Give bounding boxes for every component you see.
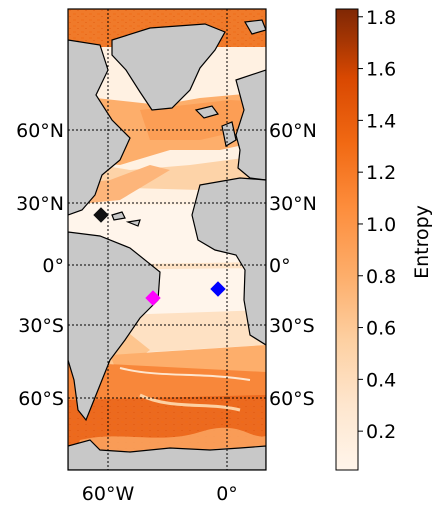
colorbar-tick-label: 1.8 (366, 7, 396, 29)
lat-label-right-60n: 60°N (269, 120, 317, 142)
lat-label-left-60s: 60°S (18, 388, 64, 410)
lat-label-right-60s: 60°S (269, 388, 315, 410)
colorbar-gradient (335, 8, 359, 471)
lat-label-left-30n: 30°N (16, 193, 64, 215)
magenta-diamond-marker (145, 290, 161, 306)
lat-label-left-eq: 0° (42, 255, 64, 277)
colorbar-tick-label: 0.2 (366, 421, 396, 443)
colorbar-label: Entropy (411, 205, 433, 279)
lat-label-left-30s: 30°S (18, 315, 64, 337)
colorbar-tick-label: 1.4 (366, 110, 396, 132)
colorbar-tick-label: 0.8 (366, 266, 396, 288)
antarctica (68, 439, 266, 470)
colorbar-tick-label: 0.6 (366, 318, 396, 340)
colorbar-tick-label: 0.4 (366, 369, 396, 391)
greenland (111, 23, 226, 111)
blue-diamond-marker (210, 281, 226, 297)
colorbar-ticks: 0.2 0.4 0.6 0.8 1.0 1.2 1.4 1.6 1.8 (358, 7, 396, 443)
europe (235, 69, 266, 181)
land-masses (68, 19, 266, 470)
colorbar: 0.2 0.4 0.6 0.8 1.0 1.2 1.4 1.6 1.8 Entropy (335, 7, 433, 471)
north-america (68, 39, 131, 216)
graticule (68, 9, 266, 470)
black-diamond-marker (93, 207, 109, 223)
africa (191, 177, 266, 346)
south-america (68, 231, 161, 422)
lat-label-left-60n: 60°N (16, 120, 64, 142)
colorbar-tick-label: 1.2 (366, 162, 396, 184)
lat-label-right-30s: 30°S (269, 315, 315, 337)
lat-label-right-eq: 0° (269, 255, 291, 277)
lon-label-60w: 60°W (82, 483, 135, 505)
colorbar-tick-label: 1.6 (366, 59, 396, 81)
colorbar-tick-label: 1.0 (366, 214, 396, 236)
entropy-field (68, 9, 266, 470)
map-frame (67, 8, 267, 471)
lat-label-right-30n: 30°N (269, 193, 317, 215)
lon-label-0: 0° (216, 483, 238, 505)
map-panel: 60°N 30°N 0° 30°S 60°S 60°N 30°N 0° 30°S… (16, 8, 317, 505)
